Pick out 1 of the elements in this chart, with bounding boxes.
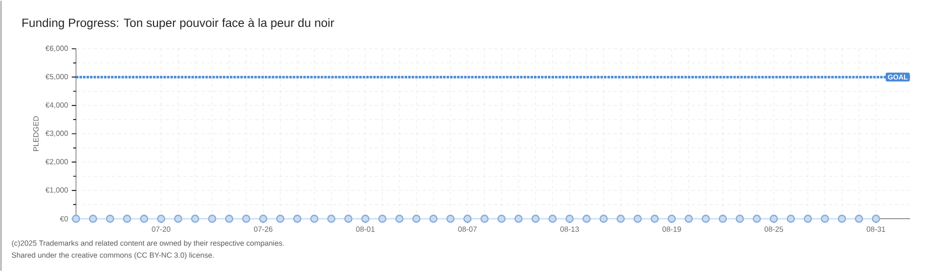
chart-title: Funding Progress: Ton super pouvoir face à la peur du noir (22, 18, 334, 30)
